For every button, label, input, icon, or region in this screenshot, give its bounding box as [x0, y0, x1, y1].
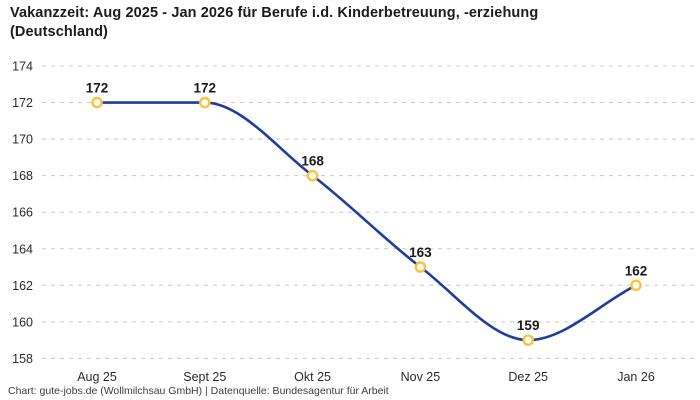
data-point-marker [91, 96, 103, 109]
data-point-marker [522, 334, 534, 346]
series-line [95, 101, 638, 342]
x-axis-tick-label: Nov 25 [401, 370, 441, 384]
data-point-label: 162 [625, 263, 648, 278]
data-point-label: 159 [517, 318, 540, 333]
y-axis-tick-label: 166 [12, 206, 33, 220]
y-axis-tick-label: 160 [12, 315, 33, 329]
data-point-marker [199, 96, 211, 109]
x-axis-tick-label: Okt 25 [294, 370, 331, 384]
y-axis-tick-label: 158 [12, 352, 33, 366]
x-axis-tick-label: Sept 25 [183, 370, 226, 384]
chart-title-line2: (Deutschland) [10, 24, 108, 40]
chart-footer-credit: Chart: gute-jobs.de (Wollmilchsau GmbH) … [8, 385, 389, 397]
x-axis-tick-label: Aug 25 [77, 370, 117, 384]
data-point-marker [630, 279, 642, 292]
x-axis-tick-label: Dez 25 [508, 370, 548, 384]
chart-title: Vakanzzeit: Aug 2025 - Jan 2026 für Beru… [10, 4, 690, 42]
y-axis-tick-label: 168 [12, 169, 33, 183]
y-axis-tick-label: 162 [12, 279, 33, 293]
chart-title-line1: Vakanzzeit: Aug 2025 - Jan 2026 für Beru… [10, 5, 539, 21]
data-point-marker [414, 261, 427, 273]
data-point-label: 168 [301, 154, 324, 169]
x-axis-tick-label: Jan 26 [617, 370, 655, 384]
data-point-label: 172 [194, 81, 217, 96]
y-axis-tick-label: 164 [12, 242, 33, 256]
data-point-marker [306, 169, 319, 182]
y-axis-tick-label: 170 [12, 133, 33, 147]
y-axis-tick-label: 174 [12, 60, 33, 74]
data-point-label: 172 [86, 81, 109, 96]
data-point-label: 163 [409, 245, 432, 260]
line-chart: 174 172 170 168 166 164 162 160 158 Aug 25 Sept 25… [12, 60, 695, 384]
y-axis-tick-label: 172 [12, 96, 33, 110]
